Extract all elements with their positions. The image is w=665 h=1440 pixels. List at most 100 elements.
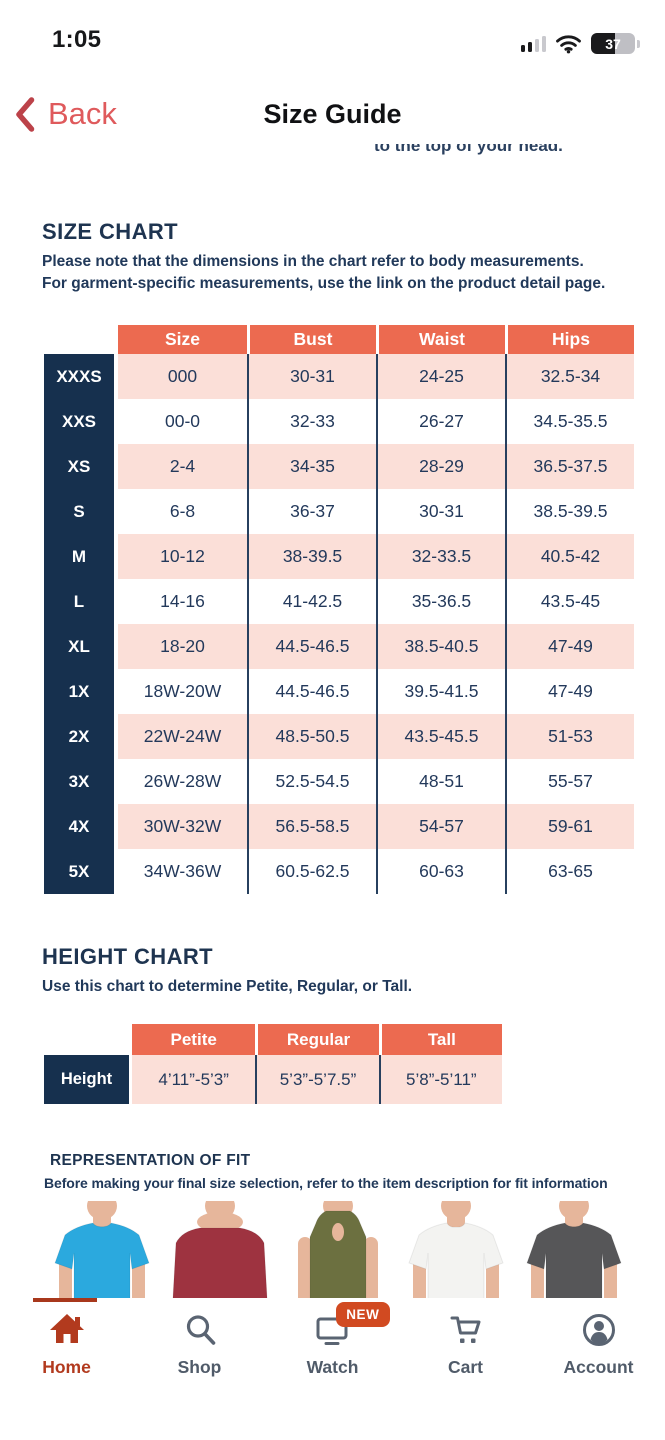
hips-cell: 38.5-39.5: [505, 489, 634, 534]
height-chart-header-row: Petite Regular Tall: [132, 1024, 502, 1055]
hips-cell: 40.5-42: [505, 534, 634, 579]
waist-cell: 48-51: [376, 759, 505, 804]
tab-label: Home: [42, 1357, 91, 1377]
hips-cell: 32.5-34: [505, 354, 634, 399]
table-row: 14-16 41-42.5 35-36.5 43.5-45: [118, 579, 634, 624]
table-row: 34W-36W 60.5-62.5 60-63 63-65: [118, 849, 634, 894]
row-label: 3X: [68, 771, 90, 791]
waist-cell: 35-36.5: [376, 579, 505, 624]
new-badge: NEW: [336, 1302, 390, 1327]
bust-cell: 56.5-58.5: [247, 804, 376, 849]
bust-cell: 44.5-46.5: [247, 624, 376, 669]
tab-label: Account: [563, 1357, 634, 1377]
tab-label: Watch: [306, 1357, 359, 1377]
table-row: 4’11”-5’3” 5’3”-5’7.5” 5’8”-5’11”: [132, 1055, 502, 1104]
active-tab-indicator: [33, 1298, 97, 1302]
waist-cell: 30-31: [376, 489, 505, 534]
waist-cell: 28-29: [376, 444, 505, 489]
column-header: Petite: [170, 1029, 217, 1049]
wifi-icon: [556, 35, 581, 54]
row-label: 4X: [68, 816, 90, 836]
bust-cell: 30-31: [247, 354, 376, 399]
hips-cell: 59-61: [505, 804, 634, 849]
tab-home[interactable]: Home: [0, 1298, 133, 1390]
table-row: 30W-32W 56.5-58.5 54-57 59-61: [118, 804, 634, 849]
tab-shop[interactable]: Shop: [133, 1298, 266, 1390]
size-cell: 14-16: [160, 591, 205, 611]
battery-nub: [637, 39, 640, 48]
height-row-label: Height: [44, 1055, 129, 1104]
table-row: 00-0 32-33 26-27 34.5-35.5: [118, 399, 634, 444]
height-chart-desc: Use this chart to determine Petite, Regu…: [42, 978, 413, 995]
waist-cell: 38.5-40.5: [376, 624, 505, 669]
size-chart-desc-line2: For garment-specific measurements, use t…: [42, 275, 606, 292]
status-time: 1:05: [52, 26, 102, 53]
waist-cell: 54-57: [376, 804, 505, 849]
search-icon: [186, 1314, 215, 1345]
hips-cell: 47-49: [505, 669, 634, 714]
size-cell: 34W-36W: [143, 861, 222, 881]
tab-cart[interactable]: Cart: [399, 1298, 532, 1390]
row-label: 5X: [68, 861, 90, 881]
hips-cell: 47-49: [505, 624, 634, 669]
row-label: L: [73, 591, 85, 611]
size-cell: 2-4: [169, 456, 196, 476]
table-row: 000 30-31 24-25 32.5-34: [118, 354, 634, 399]
bust-cell: 41-42.5: [247, 579, 376, 624]
petite-cell: 4’11”-5’3”: [158, 1069, 229, 1089]
size-chart-desc-line1: Please note that the dimensions in the c…: [42, 253, 584, 270]
tab-watch[interactable]: NEW Watch: [266, 1298, 399, 1390]
hips-cell: 34.5-35.5: [505, 399, 634, 444]
column-header: Waist: [376, 325, 505, 354]
size-cell: 26W-28W: [143, 771, 222, 791]
bust-cell: 32-33: [247, 399, 376, 444]
size-cell: 18-20: [160, 636, 205, 656]
waist-cell: 26-27: [376, 399, 505, 444]
fit-heading: REPRESENTATION OF FIT: [50, 1152, 251, 1169]
hips-cell: 63-65: [505, 849, 634, 894]
size-cell: 18W-20W: [143, 681, 222, 701]
column-header: Bust: [247, 325, 376, 354]
size-chart-header-row: Size Bust Waist Hips: [118, 325, 634, 354]
hips-cell: 43.5-45: [505, 579, 634, 624]
column-header: Tall: [378, 1024, 502, 1055]
size-cell: 6-8: [169, 501, 196, 521]
battery-icon: 37: [591, 33, 635, 54]
height-chart-heading: HEIGHT CHART: [42, 944, 214, 969]
size-cell: 10-12: [160, 546, 205, 566]
size-cell: 30W-32W: [143, 816, 222, 836]
height-chart-table: Height Petite Regular Tall 4’11”-5’3” 5’…: [44, 1024, 502, 1104]
battery-percent: 37: [605, 35, 621, 52]
cellular-signal-icon: [520, 35, 546, 52]
home-icon: [49, 1314, 84, 1343]
bust-cell: 48.5-50.5: [247, 714, 376, 759]
size-chart-heading: SIZE CHART: [42, 219, 178, 244]
bust-cell: 38-39.5: [247, 534, 376, 579]
regular-cell: 5’3”-5’7.5”: [255, 1055, 378, 1104]
row-label: XXS: [61, 411, 97, 431]
size-cell: 000: [167, 366, 198, 386]
fit-desc: Before making your final size selection,…: [44, 1175, 608, 1191]
waist-cell: 32-33.5: [376, 534, 505, 579]
nav-header: Back Size Guide: [0, 84, 665, 144]
clipped-text: to the top of your head.: [374, 144, 563, 155]
tab-account[interactable]: Account: [532, 1298, 665, 1390]
waist-cell: 43.5-45.5: [376, 714, 505, 759]
table-row: 26W-28W 52.5-54.5 48-51 55-57: [118, 759, 634, 804]
row-label: M: [71, 546, 87, 566]
size-cell: 00-0: [164, 411, 201, 431]
bust-cell: 34-35: [247, 444, 376, 489]
page-title: Size Guide: [263, 98, 402, 129]
row-label: XL: [68, 636, 90, 656]
table-row: 2-4 34-35 28-29 36.5-37.5: [118, 444, 634, 489]
back-button[interactable]: Back: [14, 96, 117, 133]
waist-cell: 24-25: [376, 354, 505, 399]
table-row: 18-20 44.5-46.5 38.5-40.5 47-49: [118, 624, 634, 669]
hips-cell: 51-53: [505, 714, 634, 759]
hips-cell: 36.5-37.5: [505, 444, 634, 489]
back-label: Back: [48, 96, 117, 131]
row-label: 2X: [68, 726, 90, 746]
account-icon: [582, 1314, 615, 1346]
table-row: 22W-24W 48.5-50.5 43.5-45.5 51-53: [118, 714, 634, 759]
bust-cell: 52.5-54.5: [247, 759, 376, 804]
